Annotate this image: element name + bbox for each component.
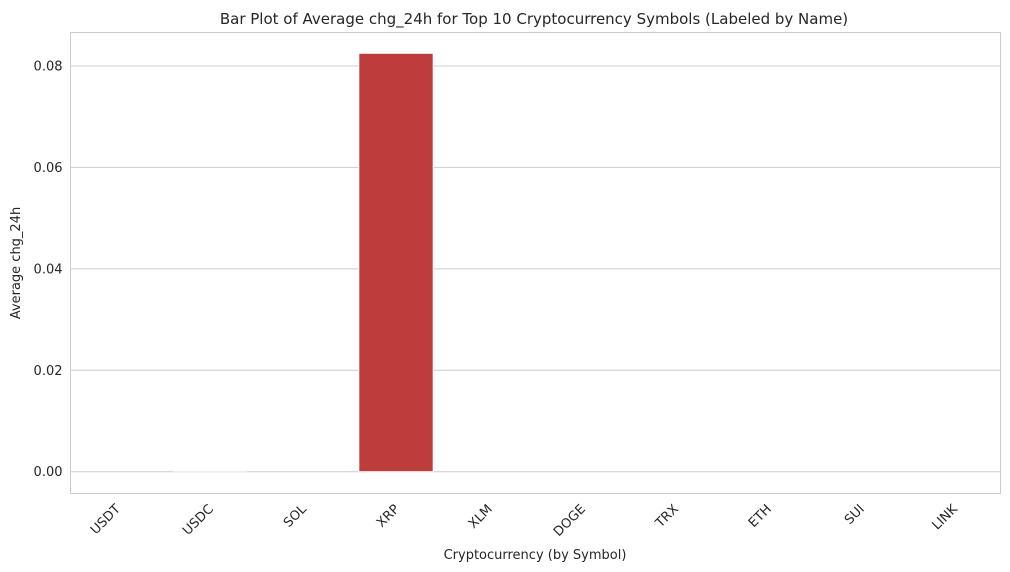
x-tick-label-xrp: XRP — [374, 502, 403, 531]
y-tick-label: 0.00 — [34, 465, 63, 480]
x-tick-label-usdt: USDT — [88, 502, 124, 538]
x-tick-label-sol: SOL — [281, 501, 310, 530]
bar-layer — [172, 52, 434, 473]
y-tick-labels: 0.00 0.02 0.04 0.06 0.08 — [34, 59, 63, 480]
grid-layer — [70, 65, 1001, 473]
bar-usdc — [172, 470, 248, 472]
x-tick-label-xlm: XLM — [466, 502, 496, 532]
chart-title: Bar Plot of Average chg_24h for Top 10 C… — [220, 10, 848, 29]
y-tick-label: 0.06 — [34, 161, 63, 176]
y-tick-label: 0.08 — [34, 59, 63, 74]
y-axis-label: Average chg_24h — [9, 207, 24, 319]
x-tick-label-usdc: USDC — [180, 502, 217, 539]
y-tick-label: 0.02 — [34, 364, 63, 379]
x-tick-label-doge: DOGE — [551, 502, 589, 540]
y-tick-label: 0.04 — [34, 262, 63, 277]
plot-frame — [70, 32, 1001, 494]
x-tick-label-sui: SUI — [842, 502, 868, 528]
x-tick-label-eth: ETH — [746, 502, 775, 531]
x-axis-label: Cryptocurrency (by Symbol) — [444, 548, 627, 563]
x-tick-labels: USDT USDC SOL XRP XLM DOGE TRX ETH SUI LINK — [88, 501, 961, 539]
x-tick-label-link: LINK — [929, 502, 961, 534]
x-tick-label-trx: TRX — [652, 502, 682, 532]
bar-xrp — [358, 52, 434, 473]
